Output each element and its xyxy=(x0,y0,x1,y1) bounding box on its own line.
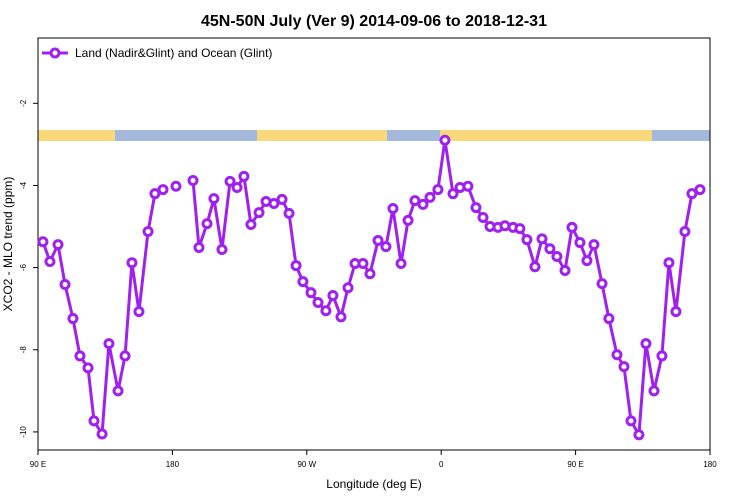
data-point xyxy=(297,276,309,288)
data-point xyxy=(551,251,563,263)
data-point xyxy=(342,282,354,294)
data-point xyxy=(37,236,49,248)
y-tick-label: -4 xyxy=(19,181,28,189)
data-point xyxy=(574,237,586,249)
data-point xyxy=(417,198,429,210)
data-point xyxy=(372,235,384,247)
x-tick-label: 180 xyxy=(166,460,180,469)
data-point xyxy=(238,170,250,182)
data-point xyxy=(268,198,280,210)
land-ocean-strip xyxy=(38,130,710,141)
data-point xyxy=(67,313,79,325)
data-point xyxy=(694,184,706,196)
data-point xyxy=(544,243,556,255)
data-point xyxy=(364,268,376,280)
data-point xyxy=(447,188,459,200)
data-point xyxy=(170,180,182,192)
data-point xyxy=(231,182,243,194)
legend-marker xyxy=(49,47,61,59)
chart-title: 45N-50N July (Ver 9) 2014-09-06 to 2018-… xyxy=(201,13,547,30)
data-point xyxy=(603,313,615,325)
data-point xyxy=(640,338,652,350)
x-axis-label: Longitude (deg E) xyxy=(326,477,421,491)
data-point xyxy=(126,257,138,269)
data-point xyxy=(521,234,533,246)
data-point xyxy=(439,134,451,146)
data-point xyxy=(559,264,571,276)
legend-label: Land (Nadir&Glint) and Ocean (Glint) xyxy=(75,46,272,60)
data-point xyxy=(470,202,482,214)
data-point xyxy=(529,261,541,273)
data-point xyxy=(395,258,407,270)
data-point xyxy=(335,311,347,323)
data-point xyxy=(663,257,675,269)
data-point xyxy=(633,429,645,441)
data-point xyxy=(157,184,169,196)
data-point xyxy=(514,223,526,235)
data-point xyxy=(596,278,608,290)
data-point xyxy=(290,260,302,272)
y-tick-label: -8 xyxy=(19,346,28,354)
data-point xyxy=(224,175,236,187)
x-tick-label: 90 E xyxy=(567,460,583,469)
data-point xyxy=(402,214,414,226)
data-point xyxy=(305,287,317,299)
data-point xyxy=(387,202,399,214)
data-point xyxy=(536,233,548,245)
data-point xyxy=(253,207,265,219)
data-point xyxy=(656,350,668,362)
data-point xyxy=(357,258,369,270)
data-point xyxy=(320,305,332,317)
data-point xyxy=(327,290,339,302)
data-point xyxy=(566,221,578,233)
data-point xyxy=(618,361,630,373)
data-point xyxy=(477,212,489,224)
y-tick-label: -2 xyxy=(19,99,28,107)
x-tick-label: 180 xyxy=(703,460,717,469)
data-point xyxy=(82,362,94,374)
data-point xyxy=(216,244,228,256)
y-axis-label: XCO2 - MLO trend (ppm) xyxy=(1,177,15,312)
data-point xyxy=(462,180,474,192)
data-point xyxy=(686,188,698,200)
data-point xyxy=(424,191,436,203)
data-point xyxy=(59,278,71,290)
data-point xyxy=(201,218,213,230)
data-point xyxy=(187,175,199,187)
data-point xyxy=(432,184,444,196)
data-point xyxy=(581,255,593,267)
data-point xyxy=(112,385,124,397)
data-point xyxy=(648,385,660,397)
data-point xyxy=(119,350,131,362)
data-point xyxy=(44,255,56,267)
data-point xyxy=(312,297,324,309)
data-point xyxy=(52,239,64,251)
data-line xyxy=(41,188,164,439)
data-point xyxy=(380,241,392,253)
x-tick-label: 90 W xyxy=(297,460,316,469)
x-tick-label: 90 E xyxy=(30,460,46,469)
data-point xyxy=(74,350,86,362)
y-tick-label: -6 xyxy=(19,264,28,272)
data-point xyxy=(193,241,205,253)
data-point xyxy=(283,207,295,219)
data-point xyxy=(245,218,257,230)
data-point xyxy=(276,193,288,205)
data-line xyxy=(191,140,701,440)
data-point xyxy=(142,225,154,237)
data-point xyxy=(625,415,637,427)
data-point xyxy=(679,225,691,237)
data-point xyxy=(611,349,623,361)
data-point xyxy=(588,239,600,251)
x-tick-label: 0 xyxy=(439,460,444,469)
data-point xyxy=(96,428,108,440)
y-tick-label: -10 xyxy=(19,426,28,438)
data-point xyxy=(670,306,682,318)
data-point xyxy=(133,306,145,318)
data-point xyxy=(208,193,220,205)
data-point xyxy=(149,188,161,200)
data-point xyxy=(88,415,100,427)
data-point xyxy=(103,338,115,350)
